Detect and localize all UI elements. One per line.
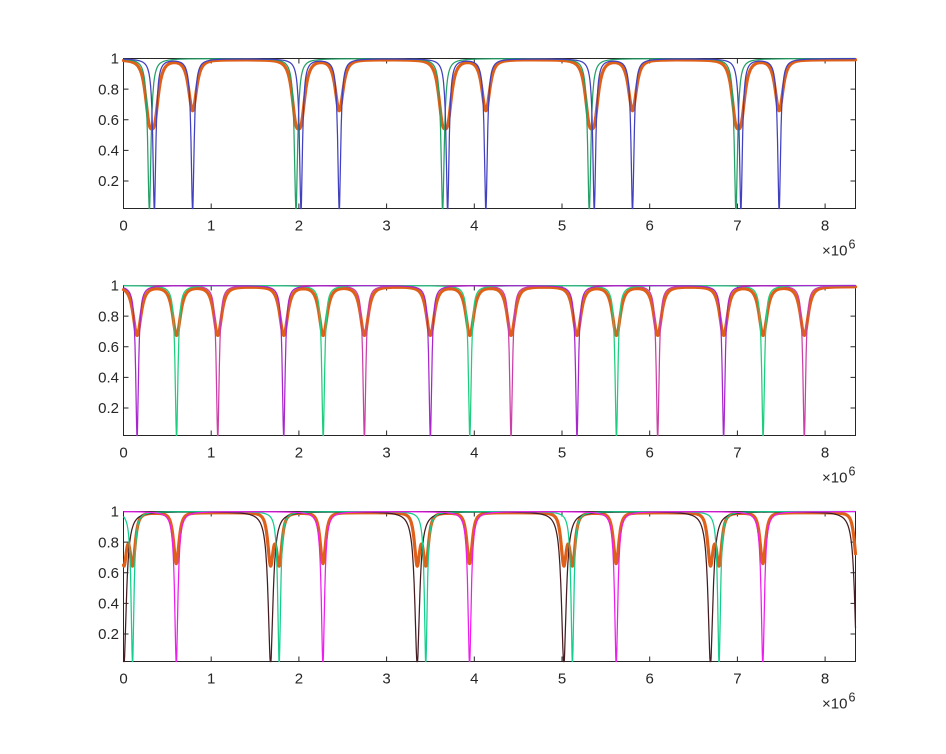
svg-text:4: 4	[470, 671, 478, 688]
svg-text:1: 1	[207, 218, 215, 235]
svg-text:1: 1	[111, 504, 119, 521]
svg-text:0.8: 0.8	[98, 81, 119, 98]
svg-text:5: 5	[558, 445, 566, 462]
svg-text:6: 6	[646, 218, 654, 235]
svg-text:6: 6	[646, 445, 654, 462]
svg-text:6: 6	[646, 671, 654, 688]
svg-text:8: 8	[821, 218, 829, 235]
svg-text:5: 5	[558, 671, 566, 688]
svg-text:7: 7	[733, 218, 741, 235]
svg-text:0.8: 0.8	[98, 308, 119, 325]
svg-text:8: 8	[821, 445, 829, 462]
svg-text:×10: ×10	[822, 696, 847, 713]
svg-text:6: 6	[849, 465, 856, 479]
svg-text:2: 2	[295, 218, 303, 235]
svg-text:1: 1	[207, 445, 215, 462]
svg-text:7: 7	[733, 445, 741, 462]
svg-text:2: 2	[295, 445, 303, 462]
svg-text:5: 5	[558, 218, 566, 235]
svg-text:4: 4	[470, 218, 478, 235]
svg-text:0: 0	[119, 445, 127, 462]
svg-text:1: 1	[207, 671, 215, 688]
svg-text:7: 7	[733, 671, 741, 688]
svg-text:0.2: 0.2	[98, 400, 119, 417]
svg-text:0: 0	[119, 671, 127, 688]
svg-text:2: 2	[295, 671, 303, 688]
svg-text:0.2: 0.2	[98, 626, 119, 643]
svg-text:6: 6	[849, 691, 856, 705]
svg-text:0.4: 0.4	[98, 370, 119, 387]
svg-text:0.4: 0.4	[98, 596, 119, 613]
svg-text:3: 3	[382, 671, 390, 688]
svg-text:0.2: 0.2	[98, 173, 119, 190]
svg-text:4: 4	[470, 445, 478, 462]
svg-text:1: 1	[111, 51, 119, 68]
svg-text:3: 3	[382, 218, 390, 235]
svg-text:×10: ×10	[822, 243, 847, 260]
svg-text:0.6: 0.6	[98, 565, 119, 582]
svg-text:3: 3	[382, 445, 390, 462]
svg-text:1: 1	[111, 278, 119, 295]
svg-text:0.6: 0.6	[98, 112, 119, 129]
svg-text:0.6: 0.6	[98, 339, 119, 356]
svg-text:0: 0	[119, 218, 127, 235]
svg-text:×10: ×10	[822, 470, 847, 487]
svg-text:8: 8	[821, 671, 829, 688]
svg-text:0.8: 0.8	[98, 534, 119, 551]
svg-text:6: 6	[849, 238, 856, 252]
svg-text:0.4: 0.4	[98, 143, 119, 160]
